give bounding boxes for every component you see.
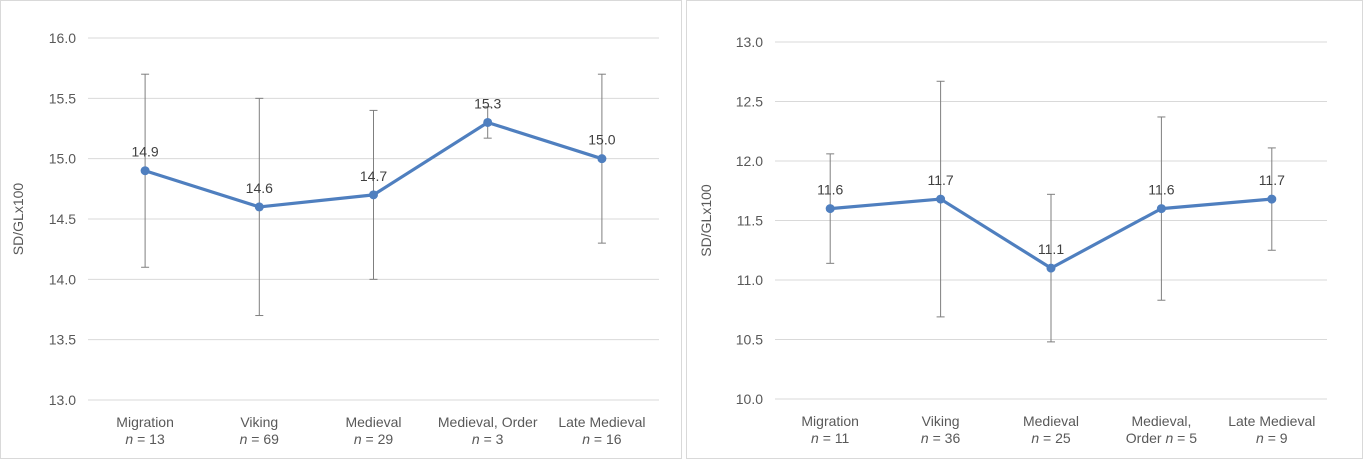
y-axis-label: SD/GLx100 (698, 184, 714, 257)
chart-panel-right: 10.0 10.5 11.0 11.5 12.0 12.5 13.0 SD/GLx100 11.… (686, 0, 1363, 459)
y-tick-label: 11.5 (737, 213, 763, 229)
n-symbol: n (125, 431, 133, 447)
n-value: = 5 (1173, 430, 1197, 446)
category-n: n = 25 (1031, 430, 1071, 446)
y-tick-label: 13.5 (49, 332, 76, 348)
data-label: 15.0 (588, 132, 615, 148)
category-name-2: Order (1126, 430, 1166, 446)
category-label: Medieval n = 29 (345, 414, 401, 447)
data-point (1267, 194, 1277, 204)
n-value: = 3 (480, 431, 504, 447)
category-n: n = 69 (240, 431, 280, 447)
y-tick-label: 12.5 (736, 94, 763, 110)
y-tick-label: 13.0 (736, 34, 763, 50)
data-point (825, 204, 835, 214)
n-value: = 9 (1264, 430, 1288, 446)
data-point (1046, 263, 1056, 273)
n-symbol: n (921, 430, 929, 446)
n-symbol: n (354, 431, 362, 447)
category-label: Late Medieval n = 16 (558, 414, 645, 447)
category-label: Medieval, Order n = 3 (438, 414, 538, 447)
y-tick-label: 14.5 (49, 211, 76, 227)
n-symbol: n (472, 431, 480, 447)
category-name: Late Medieval (1228, 413, 1315, 429)
n-value: = 29 (362, 431, 394, 447)
n-value: = 11 (819, 430, 850, 446)
n-symbol: n (1165, 430, 1173, 446)
data-point (936, 194, 946, 204)
category-name: Medieval, Order (438, 414, 538, 430)
data-label: 11.6 (1148, 182, 1174, 198)
category-label: Late Medieval n = 9 (1228, 413, 1315, 446)
category-n: n = 29 (354, 431, 394, 447)
category-name: Migration (801, 413, 859, 429)
n-symbol: n (1031, 430, 1039, 446)
data-label: 11.6 (817, 182, 843, 198)
y-tick-label: 16.0 (49, 30, 76, 46)
data-label: 14.9 (131, 144, 158, 160)
data-point (254, 202, 264, 212)
n-symbol: n (1256, 430, 1264, 446)
category-label: Migration n = 13 (116, 414, 174, 447)
n-symbol: n (240, 431, 248, 447)
data-label: 11.7 (1259, 172, 1285, 188)
data-label: 11.7 (927, 172, 953, 188)
category-name: Medieval (1023, 413, 1079, 429)
category-name: Medieval, (1131, 413, 1191, 429)
category-label: Viking n = 69 (240, 414, 280, 447)
y-tick-label: 13.0 (49, 392, 76, 408)
category-label: Medieval, Order n = 5 (1126, 413, 1197, 446)
data-point (483, 117, 493, 127)
category-n: n = 13 (125, 431, 165, 447)
n-symbol: n (582, 431, 590, 447)
data-point (1156, 204, 1166, 214)
category-name: Late Medieval (558, 414, 645, 430)
chart-left: 13.0 13.5 14.0 14.5 15.0 15.5 16.0 SD/GLx100 14.… (10, 30, 659, 447)
n-value: = 16 (590, 431, 622, 447)
category-label: Viking n = 36 (921, 413, 961, 446)
category-n: n = 3 (472, 431, 504, 447)
category-label: Migration n = 11 (801, 413, 859, 446)
n-value: = 13 (133, 431, 165, 447)
category-n: n = 16 (582, 431, 622, 447)
y-tick-label: 10.5 (736, 332, 763, 348)
category-name: Migration (116, 414, 174, 430)
n-value: = 25 (1039, 430, 1071, 446)
chart-right: 10.0 10.5 11.0 11.5 12.0 12.5 13.0 SD/GLx100 11.… (698, 34, 1327, 446)
y-tick-label: 11.0 (737, 272, 763, 288)
y-tick-label: 12.0 (736, 153, 763, 169)
data-point (597, 154, 607, 164)
data-label: 15.3 (474, 95, 501, 111)
data-point (369, 190, 378, 200)
category-n: n = 11 (811, 430, 849, 446)
category-name: Medieval (345, 414, 401, 430)
y-tick-label: 15.5 (49, 90, 76, 106)
n-value: = 36 (929, 430, 961, 446)
y-axis-label: SD/GLx100 (10, 183, 26, 256)
category-n: Order n = 5 (1126, 430, 1197, 446)
y-tick-label: 15.0 (49, 151, 76, 167)
category-label: Medieval n = 25 (1023, 413, 1079, 446)
data-point (140, 166, 150, 176)
category-name: Viking (922, 413, 960, 429)
chart-panel-left: 13.0 13.5 14.0 14.5 15.0 15.5 16.0 SD/GLx100 14.… (0, 0, 682, 459)
data-label: 14.6 (246, 180, 273, 196)
category-name: Viking (240, 414, 278, 430)
y-tick-label: 14.0 (49, 271, 76, 287)
n-symbol: n (811, 430, 819, 446)
data-label: 11.1 (1038, 241, 1064, 257)
category-n: n = 9 (1256, 430, 1288, 446)
data-label: 14.7 (360, 168, 387, 184)
y-tick-label: 10.0 (736, 391, 763, 407)
n-value: = 69 (247, 431, 279, 447)
category-n: n = 36 (921, 430, 961, 446)
